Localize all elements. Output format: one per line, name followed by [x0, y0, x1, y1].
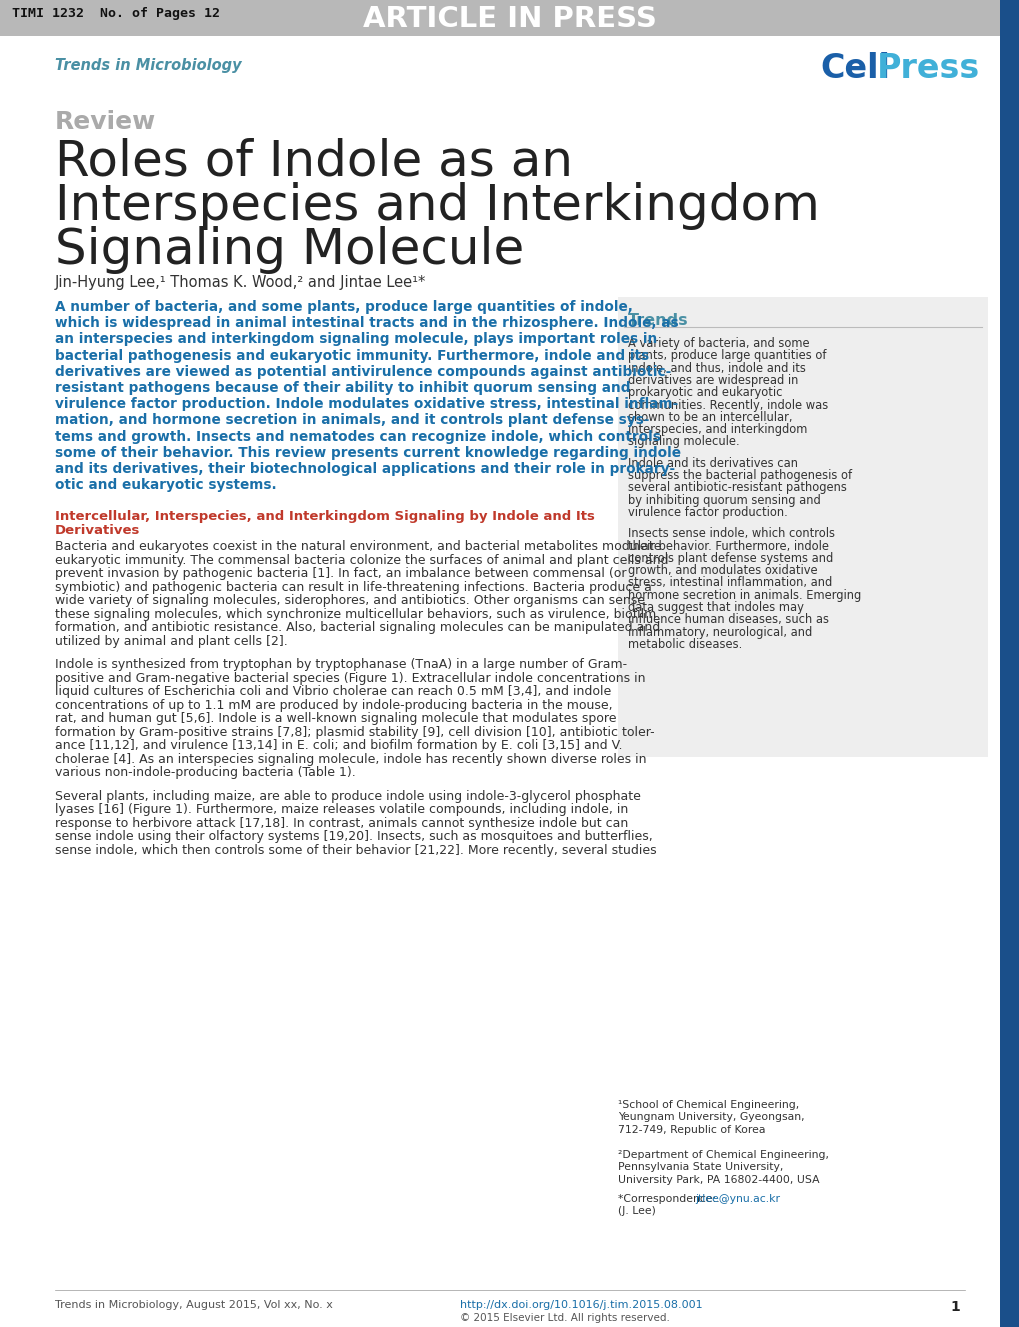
- Text: rat, and human gut [5,6]. Indole is a well-known signaling molecule that modulat: rat, and human gut [5,6]. Indole is a we…: [55, 713, 615, 726]
- Text: positive and Gram-negative bacterial species (Figure 1). Extracellular indole co: positive and Gram-negative bacterial spe…: [55, 671, 645, 685]
- Text: growth, and modulates oxidative: growth, and modulates oxidative: [628, 564, 817, 577]
- Text: virulence factor production.: virulence factor production.: [628, 506, 787, 519]
- Text: suppress the bacterial pathogenesis of: suppress the bacterial pathogenesis of: [628, 468, 851, 482]
- Text: Trends in Microbiology: Trends in Microbiology: [55, 58, 242, 73]
- Text: Review: Review: [55, 110, 156, 134]
- Text: tems and growth. Insects and nematodes can recognize indole, which controls: tems and growth. Insects and nematodes c…: [55, 430, 660, 443]
- Text: response to herbivore attack [17,18]. In contrast, animals cannot synthesize ind: response to herbivore attack [17,18]. In…: [55, 817, 628, 829]
- Text: controls plant defense systems and: controls plant defense systems and: [628, 552, 833, 565]
- Text: formation, and antibiotic resistance. Also, bacterial signaling molecules can be: formation, and antibiotic resistance. Al…: [55, 621, 659, 634]
- Text: TIMI 1232  No. of Pages 12: TIMI 1232 No. of Pages 12: [12, 7, 220, 20]
- Text: Several plants, including maize, are able to produce indole using indole-3-glyce: Several plants, including maize, are abl…: [55, 790, 640, 803]
- Text: interspecies, and interkingdom: interspecies, and interkingdom: [628, 423, 807, 437]
- Text: Yeungnam University, Gyeongsan,: Yeungnam University, Gyeongsan,: [618, 1112, 804, 1123]
- Text: these signaling molecules, which synchronize multicellular behaviors, such as vi: these signaling molecules, which synchro…: [55, 608, 655, 621]
- Text: Interspecies and Interkingdom: Interspecies and Interkingdom: [55, 182, 819, 230]
- Text: Trends in Microbiology, August 2015, Vol xx, No. x: Trends in Microbiology, August 2015, Vol…: [55, 1300, 332, 1310]
- Text: sense indole using their olfactory systems [19,20]. Insects, such as mosquitoes : sense indole using their olfactory syste…: [55, 831, 652, 844]
- Text: indole, and thus, indole and its: indole, and thus, indole and its: [628, 361, 805, 374]
- Text: utilized by animal and plant cells [2].: utilized by animal and plant cells [2].: [55, 634, 287, 648]
- Text: by inhibiting quorum sensing and: by inhibiting quorum sensing and: [628, 494, 820, 507]
- Text: communities. Recently, indole was: communities. Recently, indole was: [628, 398, 827, 411]
- Text: ance [11,12], and virulence [13,14] in E. coli; and biofilm formation by E. coli: ance [11,12], and virulence [13,14] in E…: [55, 739, 622, 752]
- Text: signaling molecule.: signaling molecule.: [628, 435, 739, 449]
- Text: sense indole, which then controls some of their behavior [21,22]. More recently,: sense indole, which then controls some o…: [55, 844, 656, 857]
- Text: Indole is synthesized from tryptophan by tryptophanase (TnaA) in a large number : Indole is synthesized from tryptophan by…: [55, 658, 627, 671]
- Text: A variety of bacteria, and some: A variety of bacteria, and some: [628, 337, 809, 350]
- Text: derivatives are widespread in: derivatives are widespread in: [628, 374, 798, 387]
- Text: symbiotic) and pathogenic bacteria can result in life-threatening infections. Ba: symbiotic) and pathogenic bacteria can r…: [55, 581, 651, 594]
- Text: ²Department of Chemical Engineering,: ²Department of Chemical Engineering,: [618, 1151, 828, 1160]
- Text: data suggest that indoles may: data suggest that indoles may: [628, 601, 803, 614]
- Text: Bacteria and eukaryotes coexist in the natural environment, and bacterial metabo: Bacteria and eukaryotes coexist in the n…: [55, 540, 661, 553]
- Text: Trends: Trends: [628, 313, 688, 328]
- Text: (J. Lee): (J. Lee): [618, 1206, 655, 1216]
- Text: *Correspondence:.: *Correspondence:.: [618, 1193, 722, 1204]
- Text: A number of bacteria, and some plants, produce large quantities of indole,: A number of bacteria, and some plants, p…: [55, 300, 632, 314]
- Text: which is widespread in animal intestinal tracts and in the rhizosphere. Indole, : which is widespread in animal intestinal…: [55, 316, 678, 330]
- Text: ¹School of Chemical Engineering,: ¹School of Chemical Engineering,: [618, 1100, 799, 1109]
- Text: Jin-Hyung Lee,¹ Thomas K. Wood,² and Jintae Lee¹*: Jin-Hyung Lee,¹ Thomas K. Wood,² and Jin…: [55, 275, 426, 291]
- Text: several antibiotic-resistant pathogens: several antibiotic-resistant pathogens: [628, 482, 846, 494]
- Text: virulence factor production. Indole modulates oxidative stress, intestinal infla: virulence factor production. Indole modu…: [55, 397, 678, 411]
- Bar: [0, 0, 999, 36]
- Text: © 2015 Elsevier Ltd. All rights reserved.: © 2015 Elsevier Ltd. All rights reserved…: [460, 1312, 669, 1323]
- Text: otic and eukaryotic systems.: otic and eukaryotic systems.: [55, 478, 276, 492]
- Bar: [999, 0, 1019, 1327]
- Text: Roles of Indole as an: Roles of Indole as an: [55, 138, 573, 186]
- Text: concentrations of up to 1.1 mM are produced by indole-producing bacteria in the : concentrations of up to 1.1 mM are produ…: [55, 699, 612, 711]
- Text: Indole and its derivatives can: Indole and its derivatives can: [628, 456, 797, 470]
- Text: University Park, PA 16802-4400, USA: University Park, PA 16802-4400, USA: [618, 1174, 819, 1185]
- Text: Cell: Cell: [819, 52, 889, 85]
- Text: shown to be an intercellular,: shown to be an intercellular,: [628, 411, 792, 423]
- Text: influence human diseases, such as: influence human diseases, such as: [628, 613, 828, 626]
- Text: formation by Gram-positive strains [7,8]; plasmid stability [9], cell division [: formation by Gram-positive strains [7,8]…: [55, 726, 654, 739]
- Text: prokaryotic and eukaryotic: prokaryotic and eukaryotic: [628, 386, 782, 399]
- Text: cholerae [4]. As an interspecies signaling molecule, indole has recently shown d: cholerae [4]. As an interspecies signali…: [55, 752, 646, 766]
- Text: 712-749, Republic of Korea: 712-749, Republic of Korea: [618, 1125, 764, 1135]
- Text: Derivatives: Derivatives: [55, 524, 141, 537]
- Text: prevent invasion by pathogenic bacteria [1]. In fact, an imbalance between comme: prevent invasion by pathogenic bacteria …: [55, 568, 626, 580]
- Text: their behavior. Furthermore, indole: their behavior. Furthermore, indole: [628, 540, 828, 552]
- Text: resistant pathogens because of their ability to inhibit quorum sensing and: resistant pathogens because of their abi…: [55, 381, 630, 395]
- Text: 1: 1: [950, 1300, 959, 1314]
- Text: some of their behavior. This review presents current knowledge regarding indole: some of their behavior. This review pres…: [55, 446, 681, 459]
- Text: eukaryotic immunity. The commensal bacteria colonize the surfaces of animal and : eukaryotic immunity. The commensal bacte…: [55, 553, 667, 567]
- Text: ARTICLE IN PRESS: ARTICLE IN PRESS: [363, 5, 656, 33]
- Text: an interspecies and interkingdom signaling molecule, plays important roles in: an interspecies and interkingdom signali…: [55, 332, 656, 346]
- Text: jtlee@ynu.ac.kr: jtlee@ynu.ac.kr: [694, 1193, 780, 1204]
- Bar: [618, 297, 987, 756]
- Text: Signaling Molecule: Signaling Molecule: [55, 226, 524, 273]
- Text: liquid cultures of Escherichia coli and Vibrio cholerae can reach 0.5 mM [3,4], : liquid cultures of Escherichia coli and …: [55, 686, 610, 698]
- Text: inflammatory, neurological, and: inflammatory, neurological, and: [628, 625, 811, 638]
- Text: Pennsylvania State University,: Pennsylvania State University,: [618, 1162, 783, 1173]
- Text: lyases [16] (Figure 1). Furthermore, maize releases volatile compounds, includin: lyases [16] (Figure 1). Furthermore, mai…: [55, 803, 628, 816]
- Text: plants, produce large quantities of: plants, produce large quantities of: [628, 349, 825, 362]
- Text: Press: Press: [876, 52, 979, 85]
- Text: bacterial pathogenesis and eukaryotic immunity. Furthermore, indole and its: bacterial pathogenesis and eukaryotic im…: [55, 349, 648, 362]
- Text: various non-indole-producing bacteria (Table 1).: various non-indole-producing bacteria (T…: [55, 767, 356, 779]
- Text: Insects sense indole, which controls: Insects sense indole, which controls: [628, 527, 835, 540]
- Text: Intercellular, Interspecies, and Interkingdom Signaling by Indole and Its: Intercellular, Interspecies, and Interki…: [55, 511, 594, 523]
- Text: mation, and hormone secretion in animals, and it controls plant defense sys-: mation, and hormone secretion in animals…: [55, 414, 649, 427]
- Text: hormone secretion in animals. Emerging: hormone secretion in animals. Emerging: [628, 589, 860, 601]
- Text: wide variety of signaling molecules, siderophores, and antibiotics. Other organi: wide variety of signaling molecules, sid…: [55, 594, 644, 608]
- Text: stress, intestinal inflammation, and: stress, intestinal inflammation, and: [628, 576, 832, 589]
- Text: http://dx.doi.org/10.1016/j.tim.2015.08.001: http://dx.doi.org/10.1016/j.tim.2015.08.…: [460, 1300, 702, 1310]
- Text: derivatives are viewed as potential antivirulence compounds against antibiotic-: derivatives are viewed as potential anti…: [55, 365, 671, 378]
- Text: and its derivatives, their biotechnological applications and their role in proka: and its derivatives, their biotechnologi…: [55, 462, 675, 476]
- Text: metabolic diseases.: metabolic diseases.: [628, 638, 742, 652]
